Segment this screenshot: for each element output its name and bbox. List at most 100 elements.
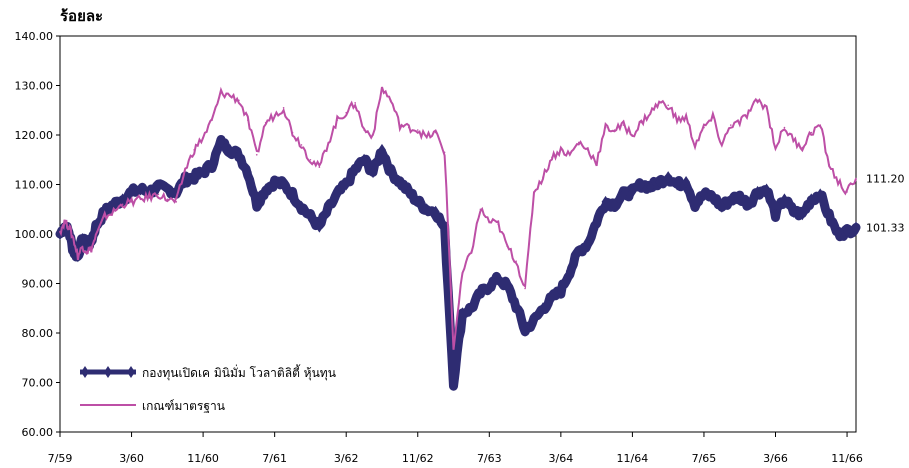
series-point-benchmark	[667, 104, 669, 107]
series-point-fund	[556, 284, 565, 297]
series-point-benchmark	[247, 119, 249, 121]
series-point-benchmark	[264, 121, 267, 124]
series-line-fund	[55, 135, 861, 391]
series-point-benchmark	[193, 149, 195, 151]
series-point-benchmark	[157, 193, 160, 196]
series-point-fund	[610, 198, 619, 211]
series-point-benchmark	[721, 144, 723, 146]
series-point-benchmark	[381, 87, 383, 89]
series-point-fund	[449, 376, 458, 389]
x-tick-label: 3/60	[119, 452, 144, 465]
series-point-fund	[655, 176, 664, 189]
series-point-benchmark	[497, 223, 500, 225]
series-point-fund	[547, 292, 556, 305]
series-point-benchmark	[685, 116, 687, 119]
series-point-benchmark	[810, 131, 813, 134]
series-point-benchmark	[148, 196, 151, 198]
y-tick-label: 80.00	[22, 327, 54, 340]
series-point-fund	[744, 198, 753, 211]
series-point-fund	[664, 171, 673, 184]
series-point-fund	[538, 302, 547, 315]
series-point-fund	[646, 180, 655, 193]
series-point-benchmark	[345, 111, 348, 114]
series-point-benchmark	[819, 124, 822, 126]
series-point-fund	[252, 198, 261, 211]
series-point-fund	[852, 221, 860, 234]
series-point-benchmark	[139, 198, 142, 201]
series-point-benchmark	[86, 250, 88, 253]
series-point-benchmark	[112, 210, 115, 213]
series-point-benchmark	[220, 92, 222, 94]
series-point-benchmark	[640, 121, 643, 124]
series-point-fund	[199, 166, 208, 179]
series-point-fund	[494, 272, 503, 285]
series-point-benchmark	[121, 203, 124, 206]
series-point-fund	[234, 148, 243, 161]
series-point-fund	[306, 210, 315, 223]
series-point-benchmark	[309, 158, 312, 161]
y-tick-label: 140.00	[15, 30, 54, 43]
y-tick-label: 60.00	[22, 426, 54, 439]
x-tick-label: 3/64	[549, 452, 574, 465]
series-point-benchmark	[452, 347, 455, 349]
series-point-fund	[673, 178, 682, 191]
series-point-benchmark	[363, 129, 365, 131]
series-point-benchmark	[551, 156, 553, 159]
series-point-fund	[297, 200, 306, 213]
series-point-benchmark	[130, 201, 133, 203]
series-point-fund	[422, 203, 431, 216]
series-point-benchmark	[649, 111, 652, 114]
series-point-benchmark	[738, 121, 741, 124]
series-point-benchmark	[694, 144, 696, 146]
series-point-fund	[825, 210, 834, 223]
series-point-benchmark	[318, 166, 321, 168]
series-point-benchmark	[202, 136, 204, 139]
series-point-fund	[225, 143, 234, 156]
series-point-fund	[592, 215, 601, 228]
x-tick-label: 7/61	[262, 452, 287, 465]
series-point-fund	[682, 176, 691, 189]
end-value-label: 101.33	[866, 221, 905, 234]
series-point-fund	[574, 245, 583, 258]
x-tick-label: 11/60	[187, 452, 219, 465]
series-point-benchmark	[461, 272, 464, 275]
x-tick-label: 7/65	[692, 452, 717, 465]
y-tick-label: 90.00	[22, 278, 54, 291]
y-tick-label: 70.00	[22, 377, 54, 390]
legend-marker-fund	[81, 366, 89, 378]
series-point-benchmark	[658, 102, 661, 104]
series-point-fund	[753, 185, 762, 198]
series-point-benchmark	[747, 111, 750, 114]
series-point-fund	[834, 228, 843, 240]
y-tick-label: 130.00	[15, 80, 54, 93]
series-point-fund	[726, 193, 735, 206]
series-point-benchmark	[756, 99, 759, 102]
series-point-fund	[342, 178, 351, 191]
x-tick-label: 3/66	[763, 452, 788, 465]
series-point-benchmark	[676, 119, 678, 121]
series-point-fund	[735, 190, 744, 203]
series-point-fund	[503, 279, 512, 292]
series-point-benchmark	[255, 154, 258, 156]
series-point-benchmark	[631, 134, 634, 136]
series-point-benchmark	[327, 141, 330, 144]
series-point-fund	[109, 198, 118, 211]
series-point-fund	[431, 205, 440, 218]
series-point-benchmark	[416, 129, 419, 131]
y-axis-title: ร้อยละ	[60, 7, 104, 25]
x-tick-label: 7/63	[477, 452, 502, 465]
series-point-benchmark	[479, 208, 482, 211]
series-point-fund	[360, 153, 369, 166]
series-point-benchmark	[72, 238, 75, 240]
series-point-benchmark	[542, 176, 544, 178]
series-point-benchmark	[488, 220, 491, 223]
series-point-fund	[816, 188, 825, 201]
series-point-fund	[351, 163, 360, 176]
series-point-fund	[154, 180, 163, 193]
series-point-fund	[708, 190, 717, 203]
series-point-benchmark	[372, 134, 374, 136]
end-value-label: 111.20	[866, 173, 905, 186]
legend-marker-fund	[127, 366, 135, 378]
legend-label: เกณฑ์มาตรฐาน	[142, 399, 225, 413]
series-point-benchmark	[586, 149, 589, 151]
